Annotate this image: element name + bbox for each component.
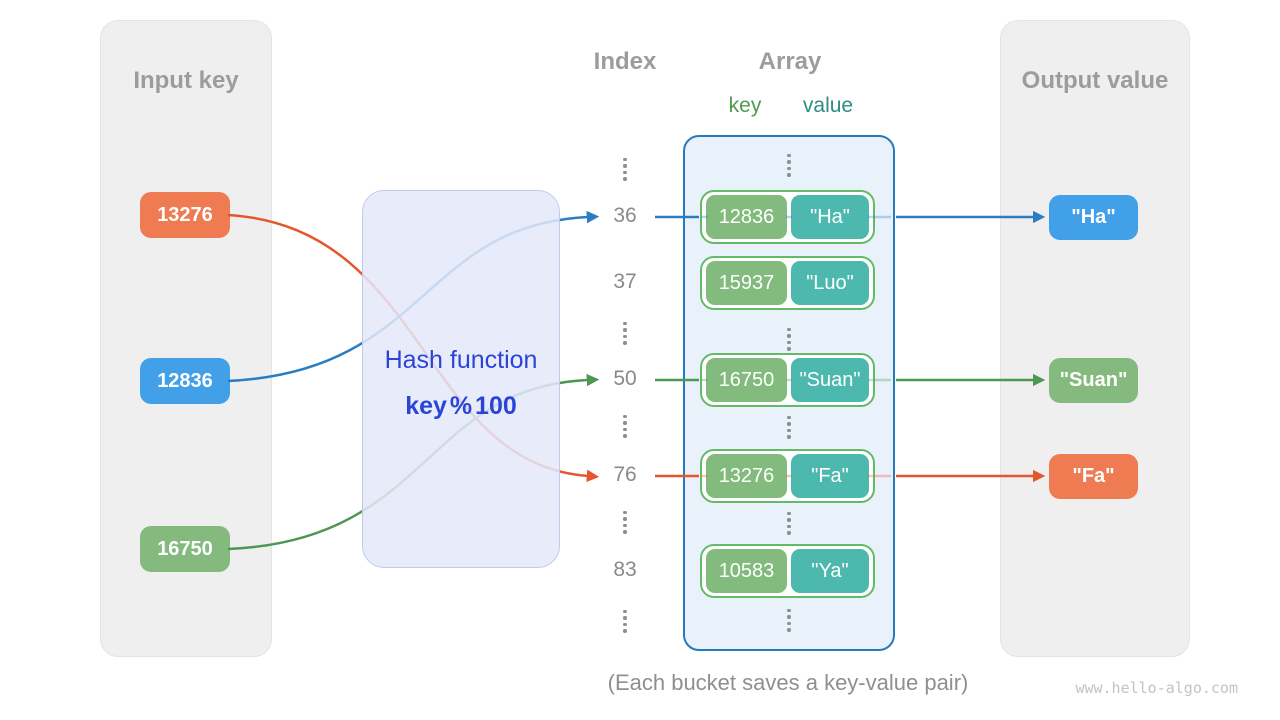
key-column-label: key (728, 94, 762, 117)
output-chip-ha: "Ha" (1049, 195, 1138, 240)
bucket-key: 12836 (706, 195, 787, 239)
output-value-title: Output value (1021, 67, 1169, 94)
output-value-panel: Output value (1000, 20, 1190, 657)
input-chip-16750: 16750 (140, 526, 230, 572)
array-ellipsis (787, 416, 791, 439)
index-50: 50 (613, 367, 637, 390)
bucket-key: 10583 (706, 549, 787, 593)
hash-function-label: Hash function (384, 346, 538, 374)
input-chip-13276: 13276 (140, 192, 230, 238)
bucket-key: 16750 (706, 358, 787, 402)
caption: (Each bucket saves a key-value pair) (607, 670, 969, 695)
index-ellipsis (623, 322, 627, 345)
bucket-value: "Luo" (791, 261, 869, 305)
index-ellipsis (623, 158, 627, 181)
index-ellipsis (623, 415, 627, 438)
bucket-row-83: 10583 "Ya" (700, 544, 875, 598)
index-76: 76 (613, 463, 637, 486)
input-chip-12836: 12836 (140, 358, 230, 404)
input-key-title: Input key (133, 67, 239, 94)
bucket-row-37: 15937 "Luo" (700, 256, 875, 310)
bucket-value: "Ha" (791, 195, 869, 239)
hash-function-box (362, 190, 560, 568)
array-ellipsis (787, 154, 791, 177)
array-header: Array (758, 48, 822, 75)
index-36: 36 (613, 204, 637, 227)
bucket-row-50: 16750 "Suan" (700, 353, 875, 407)
bucket-key: 15937 (706, 261, 787, 305)
bucket-value: "Ya" (791, 549, 869, 593)
array-ellipsis (787, 609, 791, 632)
bucket-row-36: 12836 "Ha" (700, 190, 875, 244)
index-83: 83 (613, 558, 637, 581)
hash-formula: key % 100 (405, 392, 517, 420)
index-ellipsis (623, 610, 627, 633)
bucket-row-76: 13276 "Fa" (700, 449, 875, 503)
index-header: Index (593, 48, 657, 75)
bucket-key: 13276 (706, 454, 787, 498)
index-37: 37 (613, 270, 637, 293)
watermark: www.hello-algo.com (1075, 679, 1238, 697)
bucket-value: "Suan" (791, 358, 869, 402)
output-chip-fa: "Fa" (1049, 454, 1138, 499)
output-chip-suan: "Suan" (1049, 358, 1138, 403)
index-ellipsis (623, 511, 627, 534)
value-column-label: value (802, 94, 854, 117)
array-ellipsis (787, 512, 791, 535)
array-ellipsis (787, 328, 791, 351)
bucket-value: "Fa" (791, 454, 869, 498)
